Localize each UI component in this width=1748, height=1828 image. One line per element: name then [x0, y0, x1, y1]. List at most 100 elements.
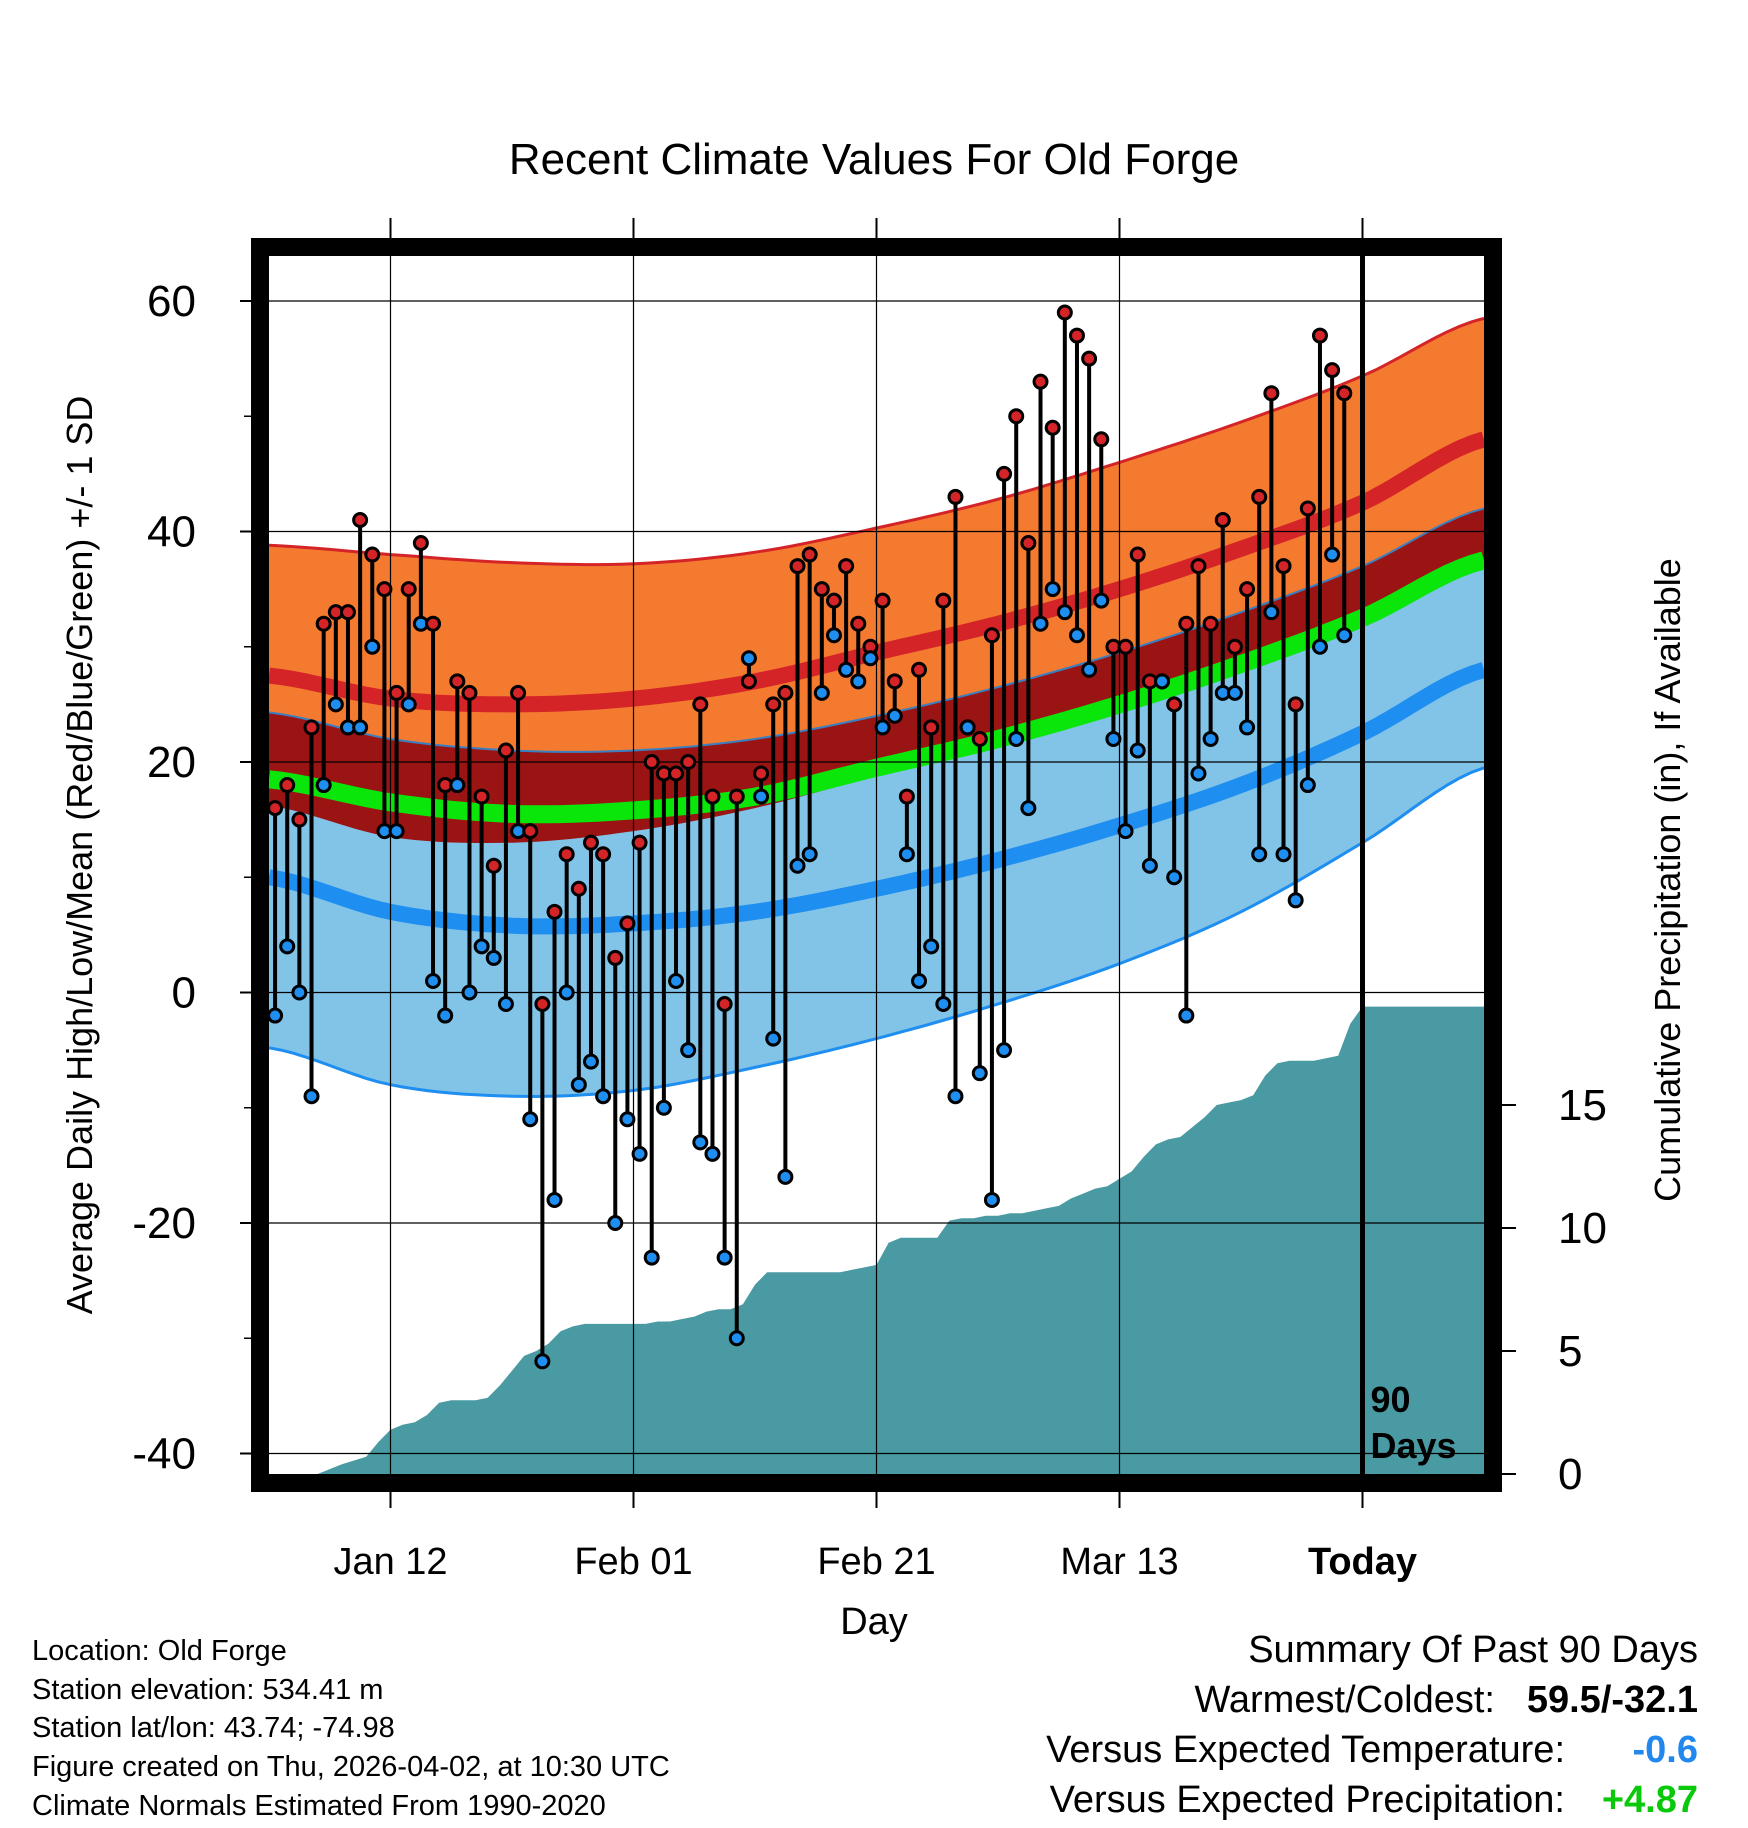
daily-low-point — [971, 1065, 988, 1082]
daily-low-point — [607, 1215, 624, 1231]
daily-low-point — [898, 846, 915, 863]
daily-high-point — [716, 996, 733, 1013]
daily-low-point — [959, 719, 976, 736]
daily-high-point — [461, 684, 478, 701]
daily-low-point — [1154, 673, 1171, 690]
daily-low-point — [497, 996, 514, 1013]
daily-low-point — [850, 673, 867, 690]
plot-frame — [251, 238, 1502, 1492]
daily-low-point — [923, 938, 940, 955]
summary-heading: Summary Of Past 90 Days — [1248, 1629, 1698, 1671]
daily-high-point — [923, 719, 940, 736]
daily-high-point — [497, 742, 514, 759]
daily-high-point — [898, 788, 915, 805]
daily-low-point — [643, 1249, 660, 1266]
daily-low-point — [1324, 546, 1341, 563]
daily-low-point — [1336, 627, 1353, 644]
x-tick-label: Today — [1308, 1541, 1417, 1583]
daily-low-point — [1044, 581, 1061, 598]
daily-high-point — [339, 604, 356, 621]
today-days-number: 90 — [1371, 1379, 1411, 1420]
daily-low-point — [291, 984, 308, 1001]
daily-high-point — [1093, 431, 1110, 448]
daily-high-point — [1178, 615, 1195, 632]
daily-low-point — [874, 719, 891, 736]
daily-high-point — [1336, 385, 1353, 402]
daily-high-point — [777, 684, 794, 701]
daily-high-point — [412, 535, 429, 552]
y2-tick-label: 0 — [1558, 1450, 1582, 1499]
y-tick-label: 0 — [172, 969, 196, 1018]
daily-high-point — [1287, 696, 1304, 713]
daily-high-point — [352, 511, 369, 528]
info-latlon: Station lat/lon: 43.74; -74.98 — [32, 1712, 395, 1744]
daily-high-point — [874, 592, 891, 609]
daily-high-point — [740, 673, 757, 690]
daily-low-point — [655, 1099, 672, 1116]
precipitation-layer — [269, 1006, 1484, 1474]
daily-high-point — [1008, 408, 1025, 425]
daily-high-point — [315, 615, 332, 632]
daily-high-point — [607, 949, 624, 966]
daily-low-point — [1105, 730, 1122, 747]
daily-high-point — [473, 788, 490, 805]
y-tick-label: -20 — [132, 1199, 196, 1248]
daily-high-point — [704, 788, 721, 805]
y2-tick-label: 5 — [1558, 1327, 1582, 1376]
daily-low-point — [765, 1030, 782, 1047]
x-axis-label: Day — [840, 1601, 908, 1643]
daily-low-point — [1141, 857, 1158, 874]
daily-low-point — [1129, 742, 1146, 759]
daily-low-point — [1081, 661, 1098, 678]
daily-low-point — [1226, 684, 1243, 701]
daily-low-point — [631, 1145, 648, 1162]
daily-low-point — [753, 788, 770, 805]
daily-high-point — [1324, 362, 1341, 379]
daily-low-point — [704, 1145, 721, 1162]
daily-low-point — [1166, 869, 1183, 886]
daily-low-point — [947, 1088, 964, 1105]
daily-high-point — [789, 558, 806, 575]
daily-high-point — [510, 684, 527, 701]
daily-high-point — [1202, 615, 1219, 632]
daily-low-point — [801, 846, 818, 863]
daily-low-point — [996, 1042, 1013, 1059]
daily-low-point — [1263, 604, 1280, 621]
daily-low-point — [1299, 777, 1316, 794]
daily-high-point — [971, 730, 988, 747]
y-tick-label: 20 — [147, 738, 196, 787]
daily-low-point — [485, 949, 502, 966]
y-tick-label: 60 — [147, 277, 196, 326]
daily-low-point — [1008, 730, 1025, 747]
daily-low-point — [425, 972, 442, 989]
summary-extremes-label: Warmest/Coldest: — [1194, 1679, 1495, 1721]
daily-low-point — [1178, 1007, 1195, 1024]
daily-low-point — [1202, 730, 1219, 747]
daily-low-point — [303, 1088, 320, 1105]
x-tick-label: Feb 21 — [817, 1541, 935, 1583]
daily-low-point — [668, 972, 685, 989]
plot-area: 90 Days — [267, 256, 1487, 1474]
daily-low-point — [777, 1168, 794, 1185]
daily-low-point — [546, 1191, 563, 1208]
y-tick-label: -40 — [132, 1430, 196, 1479]
daily-high-point — [1311, 327, 1328, 344]
daily-low-point — [1311, 638, 1328, 655]
daily-high-point — [1275, 558, 1292, 575]
daily-low-point — [534, 1353, 551, 1370]
daily-high-point — [1166, 696, 1183, 713]
daily-high-point — [449, 673, 466, 690]
daily-high-point — [400, 581, 417, 598]
daily-low-point — [825, 627, 842, 644]
daily-low-point — [813, 684, 830, 701]
daily-high-point — [1251, 488, 1268, 505]
daily-high-point — [1056, 304, 1073, 321]
daily-high-point — [850, 615, 867, 632]
daily-high-point — [765, 696, 782, 713]
daily-high-point — [631, 834, 648, 851]
daily-low-point — [449, 777, 466, 794]
daily-high-point — [911, 661, 928, 678]
daily-high-point — [558, 846, 575, 863]
daily-high-point — [1239, 581, 1256, 598]
daily-low-point — [983, 1191, 1000, 1208]
